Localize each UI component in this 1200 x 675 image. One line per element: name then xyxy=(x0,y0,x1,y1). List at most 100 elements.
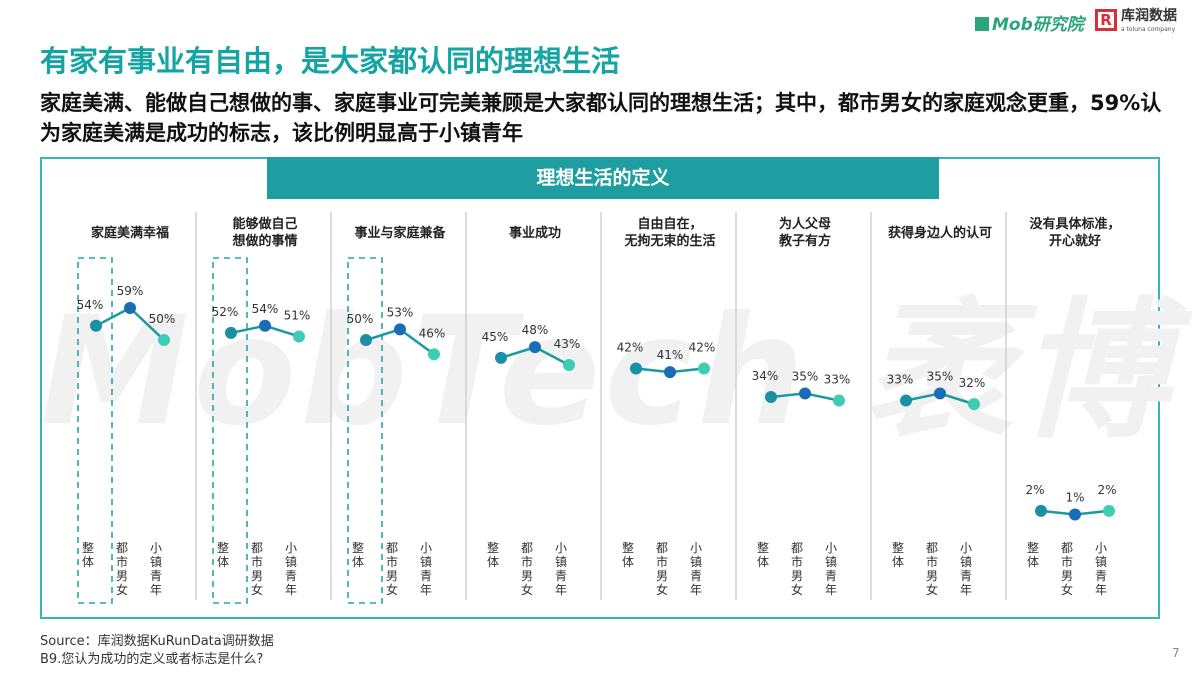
group-label: 小 xyxy=(420,541,432,555)
group-label: 男 xyxy=(251,569,263,583)
group-label: 体 xyxy=(1027,555,1039,569)
group-label: 市 xyxy=(116,554,128,569)
category-label: 获得身边人的认可 xyxy=(888,225,992,241)
group-label: 青 xyxy=(825,569,837,583)
kurun-logo: R 库润数据 a toluna company xyxy=(1095,9,1177,37)
data-point xyxy=(900,394,912,407)
watermark: MobTech 袤博 xyxy=(40,285,1173,459)
data-label: 51% xyxy=(284,308,311,322)
category-label: 想做的事情 xyxy=(232,233,297,249)
highlight-box xyxy=(347,257,383,604)
group-label: 体 xyxy=(82,555,94,569)
group-label: 男 xyxy=(656,569,668,583)
group-label: 体 xyxy=(892,555,904,569)
group-label: 青 xyxy=(420,569,432,583)
group-label: 青 xyxy=(960,569,972,583)
group-label: 市 xyxy=(656,554,668,569)
group-label: 年 xyxy=(555,583,567,597)
data-point xyxy=(563,358,575,371)
data-label: 33% xyxy=(824,373,851,387)
group-label: 整 xyxy=(82,540,94,555)
group-label: 都 xyxy=(251,541,263,555)
data-point xyxy=(259,319,271,332)
data-label: 34% xyxy=(752,369,779,383)
highlight-box xyxy=(77,257,113,604)
group-label: 男 xyxy=(386,569,398,583)
data-label: 1% xyxy=(1065,490,1084,504)
group-label: 小 xyxy=(1095,541,1107,555)
group-label: 女 xyxy=(386,582,398,597)
data-label: 54% xyxy=(252,302,279,316)
group-label: 青 xyxy=(285,569,297,583)
group-label: 整 xyxy=(217,540,229,555)
source-text: Source：库润数据KuRunData调研数据 xyxy=(40,634,274,649)
category-label: 教子有方 xyxy=(778,233,831,249)
group-label: 男 xyxy=(521,569,533,583)
group-label: 整 xyxy=(352,540,364,555)
group-label: 男 xyxy=(1061,569,1073,583)
group-label: 市 xyxy=(926,554,938,569)
group-label: 镇 xyxy=(285,555,297,569)
group-label: 市 xyxy=(1061,554,1073,569)
data-label: 59% xyxy=(117,284,144,298)
data-label: 32% xyxy=(959,376,986,390)
group-label: 镇 xyxy=(1095,555,1107,569)
data-point xyxy=(158,334,170,347)
data-label: 35% xyxy=(927,369,954,383)
data-point xyxy=(630,362,642,375)
group-label: 小 xyxy=(960,541,972,555)
group-label: 市 xyxy=(791,554,803,569)
group-label: 都 xyxy=(1061,541,1073,555)
group-label: 都 xyxy=(791,541,803,555)
group-label: 男 xyxy=(791,569,803,583)
group-label: 整 xyxy=(622,540,634,555)
data-label: 33% xyxy=(887,373,914,387)
group-label: 青 xyxy=(150,569,162,583)
data-point xyxy=(124,302,136,314)
source-note: Source：库润数据KuRunData调研数据 B9.您认为成功的定义或者标志是… xyxy=(40,633,274,669)
group-label: 都 xyxy=(926,541,938,555)
mob-logo: Mob研究院 xyxy=(975,10,1084,35)
data-point xyxy=(293,330,305,343)
data-point xyxy=(698,362,710,375)
group-label: 都 xyxy=(521,541,533,555)
group-label: 年 xyxy=(690,583,702,597)
data-point xyxy=(529,341,541,354)
data-point xyxy=(799,387,811,400)
group-label: 镇 xyxy=(555,555,567,569)
data-label: 45% xyxy=(482,330,509,344)
data-label: 54% xyxy=(77,298,104,312)
group-label: 整 xyxy=(487,540,499,555)
group-label: 年 xyxy=(825,583,837,597)
data-point xyxy=(1035,504,1047,517)
group-label: 女 xyxy=(251,582,263,597)
data-label: 42% xyxy=(689,341,716,355)
data-label: 41% xyxy=(657,348,684,362)
group-label: 体 xyxy=(487,555,499,569)
group-label: 女 xyxy=(521,582,533,597)
data-label: 2% xyxy=(1025,483,1044,497)
data-label: 46% xyxy=(419,326,446,340)
group-label: 女 xyxy=(791,582,803,597)
group-label: 青 xyxy=(555,569,567,583)
group-label: 年 xyxy=(150,583,162,597)
group-label: 男 xyxy=(116,569,128,583)
kurun-logo-text: 库润数据 xyxy=(1121,8,1177,24)
data-label: 50% xyxy=(347,312,374,326)
group-label: 都 xyxy=(656,541,668,555)
group-label: 整 xyxy=(892,540,904,555)
group-label: 青 xyxy=(690,569,702,583)
data-point xyxy=(1103,504,1115,517)
data-point xyxy=(495,351,507,364)
category-label: 没有具体标准， xyxy=(1029,216,1120,232)
category-label: 能够做自己 xyxy=(232,216,297,232)
group-label: 小 xyxy=(555,541,567,555)
data-point xyxy=(765,391,777,403)
page-number: 7 xyxy=(1172,646,1180,660)
group-label: 女 xyxy=(116,582,128,597)
data-label: 52% xyxy=(212,305,239,319)
category-label: 家庭美满幸福 xyxy=(91,225,169,241)
category-label: 为人父母 xyxy=(779,216,831,232)
data-point xyxy=(1069,508,1081,521)
